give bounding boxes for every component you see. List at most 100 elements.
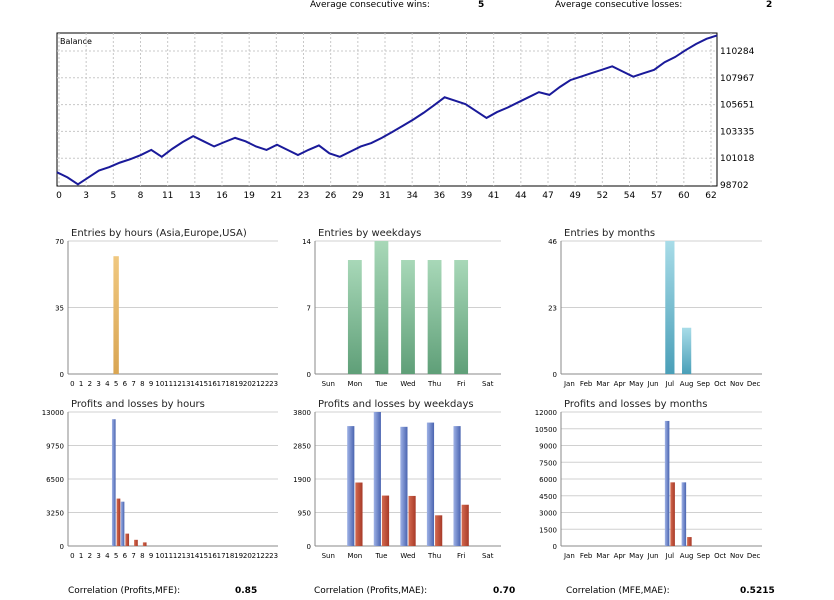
profits-losses-by-weekdays-x-tick-label: Wed [400,552,415,560]
profits-losses-by-hours-profit-bar [111,419,116,546]
entries-by-hours-x-tick-label: 11 [164,380,173,388]
profits-losses-by-weekdays-x-tick-label: Tue [374,552,387,560]
profits-losses-by-hours-x-tick-label: 1 [79,552,83,560]
balance-x-tick-label: 49 [569,191,581,201]
profits-losses-by-weekdays-profit-bar [400,426,408,546]
profits-losses-by-months-y-tick-label: 1500 [539,526,557,534]
entries-by-weekdays-bar [427,260,442,374]
entries-by-hours-x-tick-label: 5 [114,380,118,388]
profits-losses-by-hours-x-tick-label: 11 [164,552,173,560]
entries-by-hours-x-tick-label: 15 [199,380,208,388]
balance-chart-frame [56,32,718,187]
entries-by-hours-x-tick-label: 4 [105,380,110,388]
balance-x-tick-label: 29 [352,191,364,201]
entries-by-weekdays-bar [401,260,415,374]
profits-losses-by-weekdays-profit-bar [373,412,381,546]
entries-by-months-y-tick-label: 46 [548,238,557,246]
balance-x-tick-label: 0 [56,191,62,201]
profits-losses-by-hours-x-tick-label: 15 [199,552,208,560]
entries-by-months-x-tick-label: Jun [647,380,659,388]
entries-by-hours-x-tick-label: 20 [243,380,252,388]
entries-by-hours-x-tick-label: 0 [70,380,74,388]
profits-losses-by-weekdays-y-tick-label: 2850 [293,443,311,451]
profits-losses-by-months-x-tick-label: Jan [563,552,575,560]
profits-losses-by-weekdays-profit-bar [426,422,435,546]
entries-by-hours-x-tick-label: 1 [79,380,83,388]
entries-by-hours-x-tick-label: 22 [260,380,269,388]
entries-by-months-x-tick-label: Nov [730,380,744,388]
profits-losses-by-weekdays-x-tick-label: Mon [347,552,362,560]
balance-x-tick-label: 54 [624,191,636,201]
profits-losses-by-hours-x-tick-label: 5 [114,552,118,560]
balance-x-tick-label: 16 [216,191,228,201]
profits-losses-by-months-y-tick-label: 12000 [535,409,557,417]
profits-losses-by-months-loss-bar [670,482,675,546]
profits-losses-by-months-x-tick-label: May [629,552,643,560]
avg-consecutive-losses-label: Average consecutive losses: [555,0,683,10]
profits-losses-by-weekdays-x-tick-label: Fri [457,552,465,560]
profits-losses-by-weekdays-x-tick-label: Sun [322,552,335,560]
entries-by-months-title: Entries by months [564,228,655,239]
profits-losses-by-hours-x-tick-label: 18 [225,552,234,560]
balance-x-tick-label: 13 [189,191,200,201]
entries-by-hours-y-tick-label: 35 [55,305,64,313]
profits-losses-by-months-x-tick-label: Feb [580,552,593,560]
profits-losses-by-hours-loss-bar [134,539,138,546]
profits-losses-by-weekdays-x-tick-label: Thu [427,552,441,560]
entries-by-months-x-tick-label: Feb [580,380,593,388]
entries-by-months-y-tick-label: 23 [548,305,557,313]
profits-losses-by-weekdays-y-tick-label: 950 [298,510,311,518]
balance-x-tick-label: 62 [705,191,716,201]
profits-losses-by-months-y-tick-label: 3000 [539,510,557,518]
profits-losses-by-weekdays-loss-bar [461,504,469,546]
profits-losses-by-weekdays-loss-bar [355,482,363,546]
correlation-profits-mae-value: 0.70 [493,586,516,596]
profits-losses-by-hours-x-tick-label: 4 [105,552,110,560]
profits-losses-by-hours-x-tick-label: 2 [88,552,92,560]
entries-by-months-x-tick-label: Aug [680,380,694,388]
profits-losses-by-weekdays-title: Profits and losses by weekdays [318,399,474,410]
profits-losses-by-hours-x-tick-label: 17 [217,552,226,560]
profits-losses-by-months-y-tick-label: 0 [553,543,557,551]
entries-by-months-x-tick-label: Apr [614,380,626,388]
profits-losses-by-months-loss-bar [687,537,692,546]
entries-by-hours-x-tick-label: 13 [182,380,191,388]
entries-by-weekdays-x-tick-label: Sat [482,380,494,388]
entries-by-hours-x-tick-label: 17 [217,380,226,388]
profits-losses-by-hours-loss-bar [125,533,130,546]
profits-losses-by-hours-x-tick-label: 0 [70,552,74,560]
balance-x-tick-label: 11 [162,191,173,201]
profits-losses-by-weekdays-loss-bar [408,495,416,546]
profits-losses-by-months-y-tick-label: 7500 [539,459,557,467]
entries-by-hours-x-tick-label: 8 [140,380,144,388]
profits-losses-by-weekdays-y-tick-label: 3800 [293,409,311,417]
entries-by-hours-x-tick-label: 7 [131,380,135,388]
balance-x-tick-label: 44 [515,191,527,201]
balance-x-tick-label: 57 [651,191,662,201]
entries-by-months-y-tick-label: 0 [553,371,557,379]
entries-by-weekdays-x-tick-label: Thu [427,380,441,388]
correlation-profits-mfe-value: 0.85 [235,586,258,596]
entries-by-months-bar [682,327,692,374]
profits-losses-by-months-x-tick-label: Oct [714,552,726,560]
entries-by-hours-x-tick-label: 23 [269,380,278,388]
correlation-profits-mae-label: Correlation (Profits,MAE): [314,586,428,596]
profits-losses-by-months-x-tick-label: Nov [730,552,744,560]
balance-x-tick-label: 34 [406,191,418,201]
profits-losses-by-hours-x-tick-label: 14 [190,552,199,560]
entries-by-hours-x-tick-label: 19 [234,380,243,388]
entries-by-hours-x-tick-label: 6 [123,380,128,388]
profits-losses-by-hours-x-tick-label: 10 [155,552,164,560]
profits-losses-by-weekdays-loss-bar [435,515,443,546]
profits-losses-by-months-y-tick-label: 10500 [535,426,557,434]
entries-by-hours-x-tick-label: 21 [252,380,261,388]
profits-losses-by-weekdays-x-tick-label: Sat [482,552,494,560]
avg-consecutive-wins-label: Average consecutive wins: [310,0,430,10]
entries-by-months-x-tick-label: Mar [596,380,609,388]
entries-by-hours-x-tick-label: 3 [96,380,100,388]
balance-x-tick-label: 39 [461,191,473,201]
balance-y-tick-label: 103335 [720,127,754,137]
balance-y-tick-label: 110284 [720,47,755,57]
profits-losses-by-hours-y-tick-label: 6500 [46,476,64,484]
profits-losses-by-hours-x-tick-label: 19 [234,552,243,560]
